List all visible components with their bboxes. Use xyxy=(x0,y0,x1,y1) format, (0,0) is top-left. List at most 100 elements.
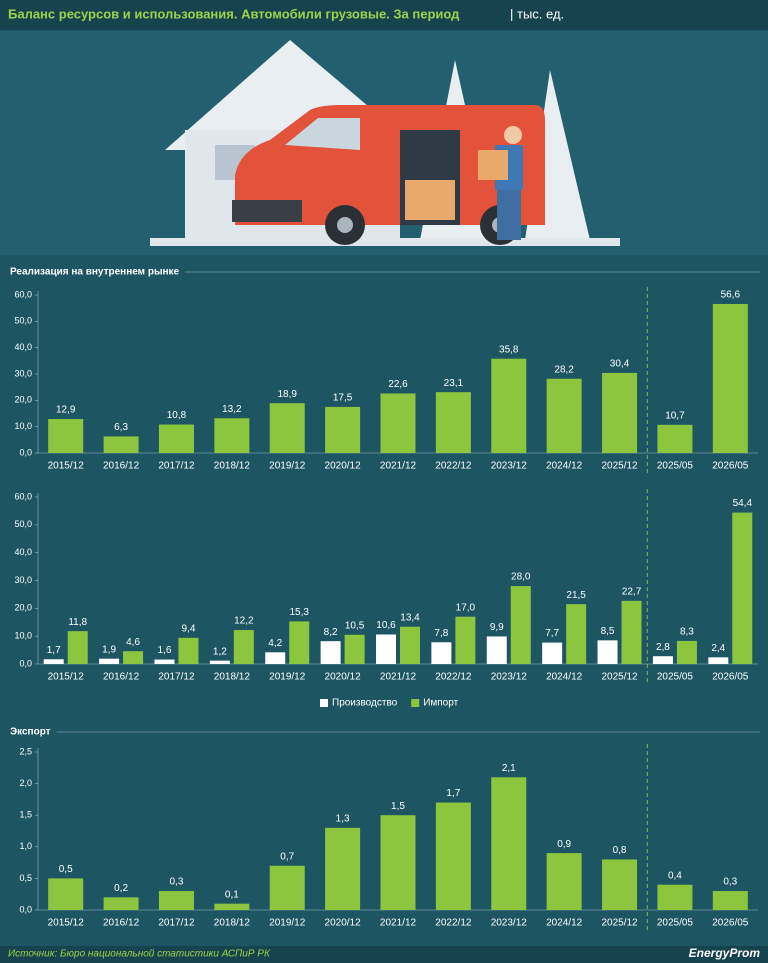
bar xyxy=(542,642,563,664)
value-label: 1,9 xyxy=(102,644,116,655)
value-label: 2,4 xyxy=(711,643,725,654)
bar xyxy=(48,878,84,910)
bar xyxy=(676,640,697,664)
value-label: 11,8 xyxy=(68,617,87,628)
bar xyxy=(48,419,84,453)
bar xyxy=(320,641,341,664)
bar xyxy=(380,393,416,453)
value-label: 10,6 xyxy=(376,620,396,631)
bar xyxy=(214,418,250,453)
bar xyxy=(652,656,673,664)
x-tick-label: 2019/12 xyxy=(269,918,306,929)
chart-title: Экспорт xyxy=(10,727,51,738)
x-tick-label: 2017/12 xyxy=(158,672,195,683)
value-label: 35,8 xyxy=(499,344,519,355)
bar xyxy=(380,815,416,910)
x-tick-label: 2018/12 xyxy=(214,672,251,683)
y-tick-label: 10,0 xyxy=(14,631,32,641)
logo: EnergyProm xyxy=(689,946,761,960)
x-tick-label: 2020/12 xyxy=(325,918,362,929)
bar xyxy=(325,406,361,453)
bar xyxy=(43,659,64,664)
value-label: 0,5 xyxy=(59,864,73,875)
bar xyxy=(597,640,618,664)
bar xyxy=(657,424,693,453)
x-tick-label: 2025/12 xyxy=(601,918,638,929)
value-label: 54,4 xyxy=(733,498,753,509)
value-label: 4,6 xyxy=(126,637,140,648)
bar xyxy=(325,827,361,910)
bar xyxy=(546,378,582,453)
y-tick-label: 0,0 xyxy=(19,904,32,914)
x-tick-label: 2022/12 xyxy=(435,918,472,929)
bar xyxy=(435,392,471,453)
x-tick-label: 2025/12 xyxy=(601,672,638,683)
value-label: 1,6 xyxy=(158,645,172,656)
value-label: 0,4 xyxy=(668,870,682,881)
value-label: 8,3 xyxy=(680,627,694,638)
bar xyxy=(510,586,531,664)
bar xyxy=(491,358,527,453)
value-label: 23,1 xyxy=(444,378,464,389)
x-tick-label: 2019/12 xyxy=(269,461,306,472)
x-tick-label: 2015/12 xyxy=(48,461,85,472)
x-tick-label: 2023/12 xyxy=(491,672,528,683)
value-label: 1,7 xyxy=(47,645,61,656)
x-tick-label: 2023/12 xyxy=(491,461,528,472)
value-label: 0,9 xyxy=(557,839,571,850)
x-tick-label: 2023/12 xyxy=(491,918,528,929)
bar xyxy=(123,651,144,664)
legend-label: Производство xyxy=(332,698,398,709)
value-label: 2,1 xyxy=(502,763,516,774)
x-tick-label: 2025/05 xyxy=(657,918,694,929)
value-label: 0,7 xyxy=(280,851,294,862)
bar xyxy=(154,659,175,664)
illustration xyxy=(0,31,768,255)
y-tick-label: 30,0 xyxy=(14,368,32,378)
value-label: 2,8 xyxy=(656,642,670,653)
header-bar xyxy=(0,0,768,30)
value-label: 28,2 xyxy=(554,364,574,375)
value-label: 8,2 xyxy=(324,627,338,638)
value-label: 22,7 xyxy=(622,586,642,597)
value-label: 0,3 xyxy=(723,877,737,888)
value-label: 10,8 xyxy=(167,410,187,421)
x-tick-label: 2026/05 xyxy=(712,461,749,472)
bar xyxy=(546,853,582,910)
bar xyxy=(435,802,471,910)
source-note: Источник: Бюро национальной статистики А… xyxy=(8,949,271,960)
bar xyxy=(486,636,507,664)
value-label: 21,5 xyxy=(566,590,586,601)
bar xyxy=(376,634,396,664)
bar xyxy=(344,634,365,664)
value-label: 12,9 xyxy=(56,405,76,416)
y-tick-label: 40,0 xyxy=(14,342,32,352)
bar xyxy=(158,424,194,453)
bar xyxy=(431,642,452,664)
value-label: 18,9 xyxy=(277,389,297,400)
bar xyxy=(99,658,120,664)
x-tick-label: 2024/12 xyxy=(546,918,583,929)
x-tick-label: 2021/12 xyxy=(380,672,417,683)
value-label: 1,2 xyxy=(213,646,227,657)
value-label: 1,7 xyxy=(446,788,460,799)
x-tick-label: 2017/12 xyxy=(158,461,195,472)
x-tick-label: 2017/12 xyxy=(158,918,195,929)
y-tick-label: 0,5 xyxy=(19,873,32,883)
y-tick-label: 50,0 xyxy=(14,316,32,326)
bar xyxy=(657,884,693,910)
bar xyxy=(455,616,476,664)
bar xyxy=(67,631,88,664)
value-label: 7,8 xyxy=(434,628,448,639)
value-label: 10,7 xyxy=(665,410,685,421)
bar xyxy=(209,660,230,664)
x-tick-label: 2021/12 xyxy=(380,461,417,472)
bar xyxy=(602,859,638,910)
value-label: 9,4 xyxy=(182,623,196,634)
bar xyxy=(233,630,254,664)
value-label: 30,4 xyxy=(610,359,630,370)
y-tick-label: 60,0 xyxy=(14,289,32,299)
y-tick-label: 1,0 xyxy=(19,841,32,851)
